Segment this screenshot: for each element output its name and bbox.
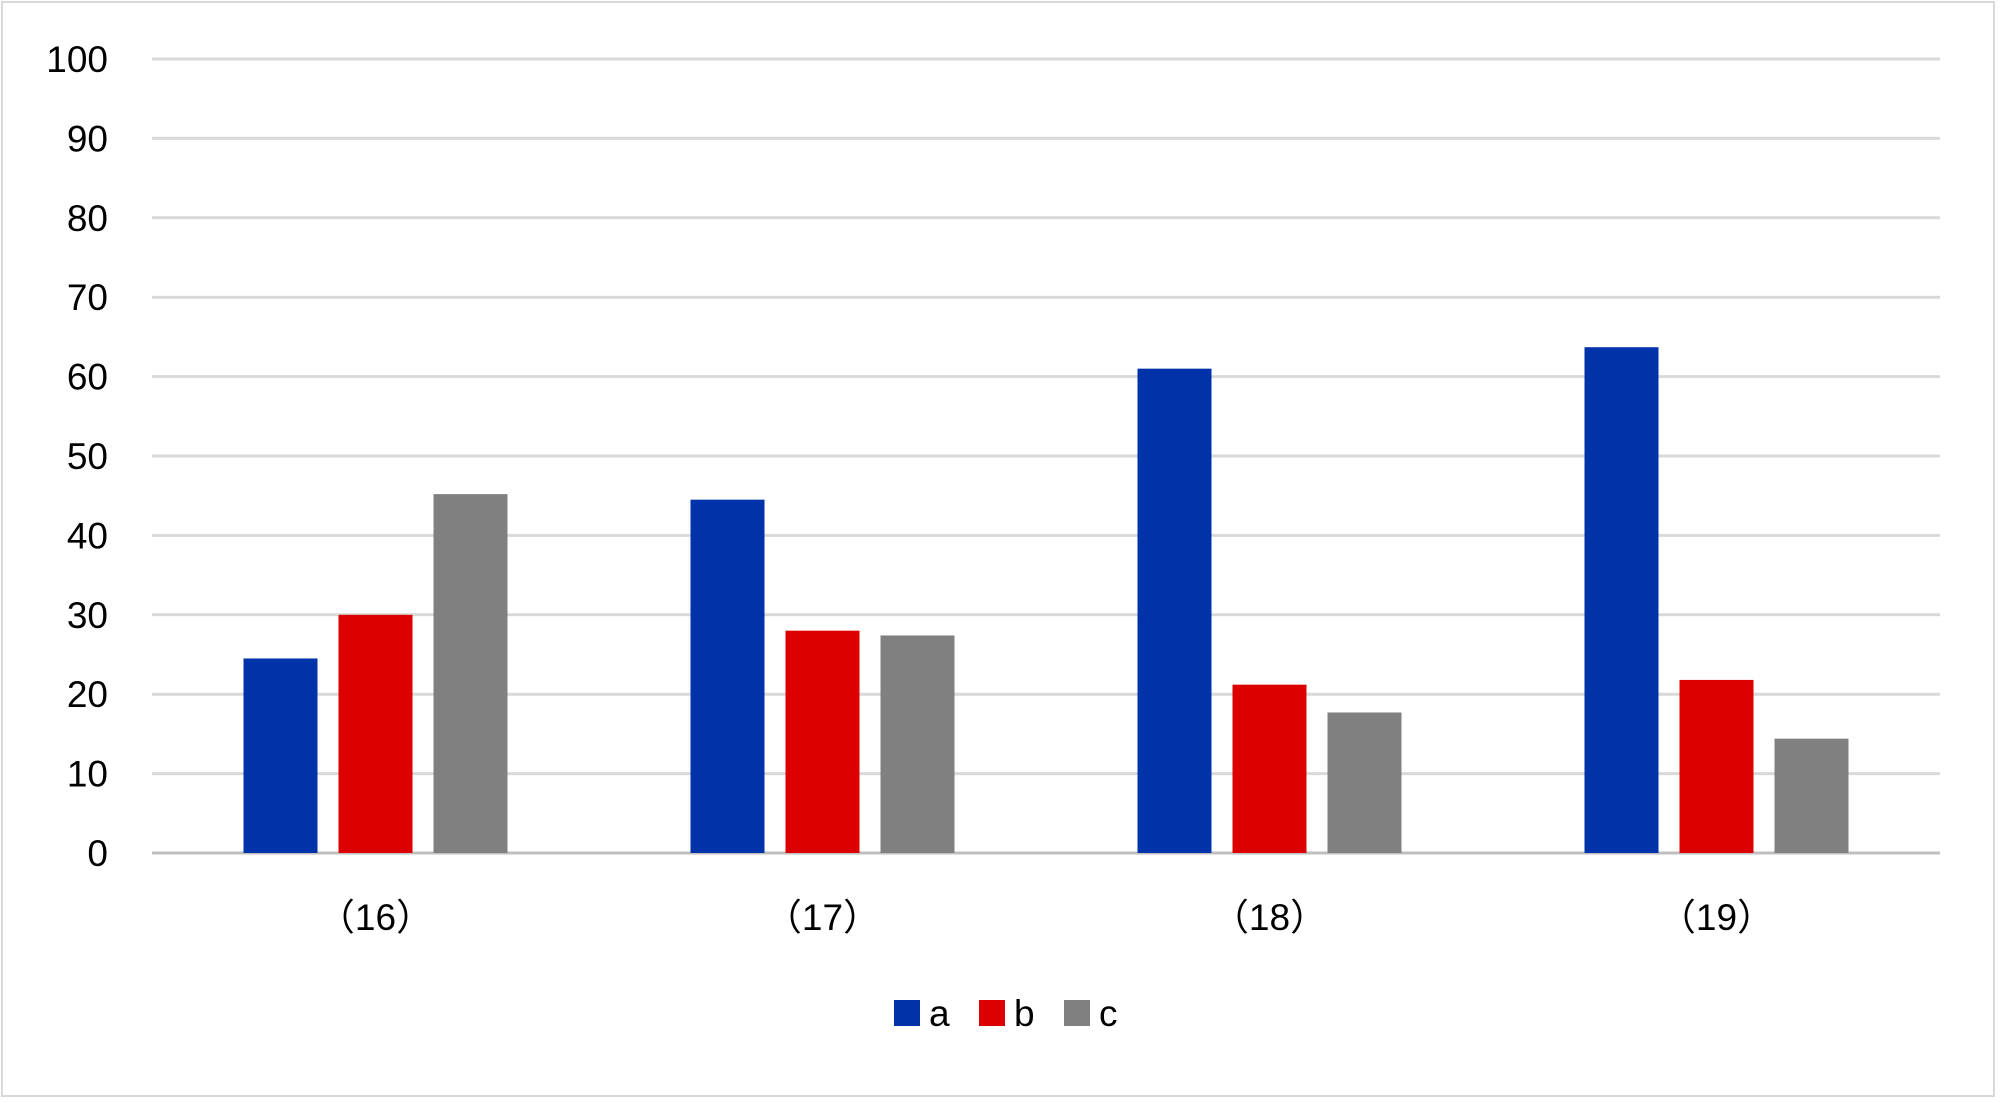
bar-b-2: [1232, 684, 1307, 853]
y-tick-label: 10: [67, 754, 108, 795]
legend: a b c: [894, 993, 1118, 1034]
y-tick-label: 0: [87, 833, 108, 874]
bar-c-1: [880, 635, 955, 853]
y-tick-label: 100: [46, 39, 108, 80]
gridlines: [152, 57, 1940, 855]
x-tick-label: （16）: [318, 897, 433, 938]
legend-swatch-a: [894, 1000, 920, 1026]
y-tick-label: 80: [67, 198, 108, 239]
bar-c-0: [433, 494, 508, 853]
bar-a-1: [690, 499, 765, 853]
bar-b-0: [338, 614, 413, 853]
y-tick-label: 40: [67, 515, 108, 556]
bar-a-3: [1584, 347, 1659, 853]
legend-label-c: c: [1099, 993, 1118, 1034]
y-tick-label: 70: [67, 277, 108, 318]
bar-b-1: [785, 630, 860, 853]
x-tick-label: （17）: [765, 897, 880, 938]
y-tick-label: 30: [67, 595, 108, 636]
bar-c-2: [1327, 712, 1402, 853]
x-tick-label: （19）: [1659, 897, 1774, 938]
y-tick-label: 50: [67, 436, 108, 477]
axes: 0 10 20 30 40 50 60 70 80 90 100 （16） （17） （18） （19）: [46, 39, 1774, 938]
bar-a-0: [243, 658, 318, 853]
bar-c-3: [1774, 738, 1849, 853]
legend-label-b: b: [1014, 993, 1035, 1034]
y-tick-label: 90: [67, 118, 108, 159]
y-tick-label: 60: [67, 357, 108, 398]
legend-swatch-b: [979, 1000, 1005, 1026]
bar-b-3: [1679, 679, 1754, 853]
legend-swatch-c: [1064, 1000, 1090, 1026]
legend-label-a: a: [929, 993, 950, 1034]
x-tick-label: （18）: [1212, 897, 1327, 938]
bars: [243, 347, 1849, 853]
y-tick-label: 20: [67, 674, 108, 715]
bar-a-2: [1137, 368, 1212, 853]
